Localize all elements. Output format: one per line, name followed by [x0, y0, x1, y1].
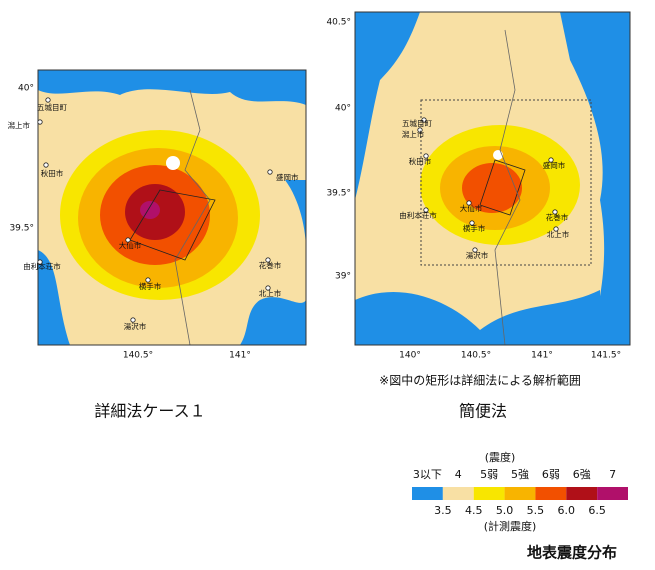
city-dot [43, 162, 49, 168]
city-dot [45, 97, 51, 103]
legend-break: 4.5 [465, 504, 483, 517]
city-dot [37, 259, 43, 265]
city-label: 北上市 [259, 288, 282, 298]
right-map-image [355, 12, 630, 345]
legend-class: 7 [609, 468, 616, 481]
lon-label: 140.5° [461, 351, 491, 361]
city-label: 五城目町 [37, 103, 67, 112]
legend-swatch [442, 487, 474, 500]
city-label: 北上市 [547, 229, 570, 239]
city-label: 湯沢市 [124, 321, 147, 331]
lon-label: 140.5° [123, 351, 153, 361]
city-dot [469, 220, 475, 226]
lat-label: 40° [18, 84, 34, 94]
legend-swatch [597, 487, 628, 500]
lon-label: 140° [399, 351, 421, 361]
city-label: 大仙市 [119, 240, 142, 250]
legend-class: 3以下 [413, 468, 442, 481]
city-dot [145, 277, 151, 283]
city-dot [466, 200, 472, 206]
legend-class: 5弱 [480, 468, 498, 481]
city-dot [417, 127, 423, 133]
legend-break: 6.0 [558, 504, 576, 517]
legend-swatch [412, 487, 443, 500]
city-label: 秋田市 [409, 156, 432, 166]
legend-swatch [566, 487, 598, 500]
city-label: 盛岡市 [543, 160, 566, 170]
city-dot [130, 317, 136, 323]
right-caption: 簡便法 [459, 402, 507, 421]
city-dot [265, 285, 271, 291]
lon-label: 141° [531, 351, 553, 361]
note: ※図中の矩形は詳細法による解析範囲 [379, 373, 581, 388]
city-label: 秋田市 [41, 168, 64, 178]
right-map-frame [354, 11, 631, 346]
lon-label: 141.5° [591, 351, 621, 361]
city-dot [421, 117, 427, 123]
lat-label: 39.5° [326, 189, 351, 199]
left-map-frame [37, 69, 307, 346]
lat-label: 40.5° [326, 18, 351, 28]
city-label: 横手市 [139, 281, 162, 291]
lat-label: 40° [335, 104, 351, 114]
city-label: 由利本荘市 [399, 210, 437, 220]
legend-break: 5.0 [496, 504, 514, 517]
lon-label: 141° [229, 351, 251, 361]
city-label: 大仙市 [460, 203, 483, 213]
left-map-image [38, 70, 306, 345]
city-label: 由利本荘市 [23, 261, 61, 271]
city-dot [472, 247, 478, 253]
city-dot [267, 169, 273, 175]
legend-class: 5強 [511, 468, 529, 481]
legend-break: 5.5 [527, 504, 545, 517]
city-label: 潟上市 [8, 120, 31, 130]
legend-swatch [535, 487, 567, 500]
lat-label: 39.5° [9, 224, 34, 234]
footer-title: 地表震度分布 [527, 544, 617, 562]
city-label: 湯沢市 [466, 250, 489, 260]
legend-swatch [504, 487, 536, 500]
lat-label: 39° [335, 272, 351, 282]
legend-class: 6弱 [542, 468, 560, 481]
city-dot [125, 237, 131, 243]
city-label: 潟上市 [402, 129, 425, 139]
city-label: 花巻市 [546, 212, 569, 222]
city-label: 横手市 [463, 223, 486, 233]
legend-subtitle: (計測震度) [484, 519, 537, 533]
legend-class: 4 [455, 468, 462, 481]
city-label: 花巻市 [259, 260, 282, 270]
city-dot [423, 153, 429, 159]
city-label: 盛岡市 [276, 172, 299, 182]
city-dot [265, 257, 271, 263]
city-dot [548, 157, 554, 163]
legend-break: 6.5 [588, 504, 606, 517]
left-caption: 詳細法ケース１ [94, 402, 205, 421]
legend-swatch [473, 487, 505, 500]
city-label: 五城目町 [402, 119, 432, 128]
city-dot [553, 226, 559, 232]
legend-title: (震度) [485, 450, 516, 464]
legend-break: 3.5 [434, 504, 452, 517]
legend-class: 6強 [573, 468, 591, 481]
city-dot [37, 119, 43, 125]
city-dot [552, 209, 558, 215]
city-dot [423, 207, 429, 213]
